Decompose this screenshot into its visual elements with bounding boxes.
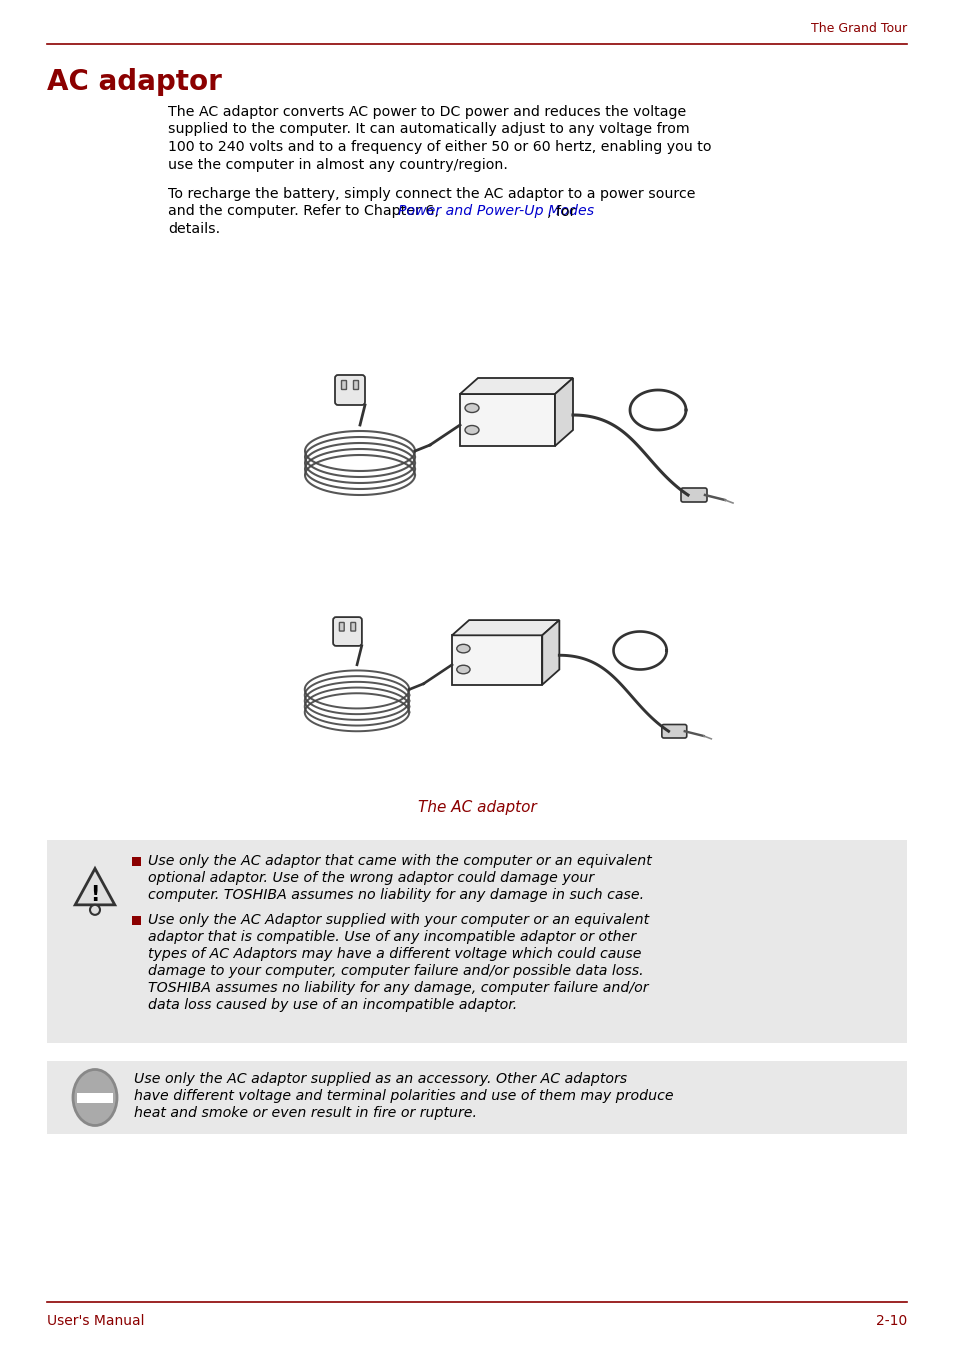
- FancyBboxPatch shape: [333, 617, 361, 646]
- Text: Use only the AC adaptor supplied as an accessory. Other AC adaptors: Use only the AC adaptor supplied as an a…: [133, 1071, 626, 1086]
- FancyBboxPatch shape: [47, 840, 906, 1043]
- FancyBboxPatch shape: [335, 376, 365, 405]
- Text: User's Manual: User's Manual: [47, 1315, 144, 1328]
- Ellipse shape: [73, 1070, 117, 1125]
- Text: optional adaptor. Use of the wrong adaptor could damage your: optional adaptor. Use of the wrong adapt…: [148, 871, 594, 885]
- Text: and the computer. Refer to Chapter 6,: and the computer. Refer to Chapter 6,: [168, 204, 443, 219]
- Text: AC adaptor: AC adaptor: [47, 68, 222, 96]
- Text: Use only the AC adaptor that came with the computer or an equivalent: Use only the AC adaptor that came with t…: [148, 854, 651, 867]
- Text: use the computer in almost any country/region.: use the computer in almost any country/r…: [168, 158, 507, 172]
- Text: have different voltage and terminal polarities and use of them may produce: have different voltage and terminal pola…: [133, 1089, 673, 1102]
- Ellipse shape: [464, 404, 478, 412]
- Text: Use only the AC Adaptor supplied with your computer or an equivalent: Use only the AC Adaptor supplied with yo…: [148, 913, 648, 927]
- Bar: [132, 857, 141, 866]
- Bar: [77, 1093, 112, 1102]
- Polygon shape: [75, 869, 114, 905]
- Text: damage to your computer, computer failure and/or possible data loss.: damage to your computer, computer failur…: [148, 965, 643, 978]
- Polygon shape: [452, 620, 558, 635]
- Text: , for: , for: [546, 204, 575, 219]
- FancyBboxPatch shape: [47, 1061, 906, 1133]
- Text: data loss caused by use of an incompatible adaptor.: data loss caused by use of an incompatib…: [148, 998, 517, 1012]
- Text: TOSHIBA assumes no liability for any damage, computer failure and/or: TOSHIBA assumes no liability for any dam…: [148, 981, 648, 994]
- FancyBboxPatch shape: [452, 635, 541, 685]
- Text: The AC adaptor: The AC adaptor: [417, 800, 536, 815]
- FancyBboxPatch shape: [339, 623, 344, 631]
- Bar: [132, 916, 141, 925]
- Text: The Grand Tour: The Grand Tour: [810, 22, 906, 35]
- FancyBboxPatch shape: [351, 623, 355, 631]
- FancyBboxPatch shape: [354, 381, 358, 389]
- Text: computer. TOSHIBA assumes no liability for any damage in such case.: computer. TOSHIBA assumes no liability f…: [148, 888, 643, 902]
- Polygon shape: [541, 620, 558, 685]
- Ellipse shape: [456, 644, 470, 653]
- Text: 2-10: 2-10: [875, 1315, 906, 1328]
- Text: The AC adaptor converts AC power to DC power and reduces the voltage: The AC adaptor converts AC power to DC p…: [168, 105, 685, 119]
- Polygon shape: [459, 378, 573, 394]
- FancyBboxPatch shape: [680, 488, 706, 503]
- Ellipse shape: [464, 426, 478, 435]
- FancyBboxPatch shape: [459, 394, 555, 446]
- FancyBboxPatch shape: [661, 724, 686, 738]
- Text: heat and smoke or even result in fire or rupture.: heat and smoke or even result in fire or…: [133, 1106, 476, 1120]
- Text: types of AC Adaptors may have a different voltage which could cause: types of AC Adaptors may have a differen…: [148, 947, 640, 961]
- Text: details.: details.: [168, 222, 220, 236]
- Circle shape: [90, 905, 100, 915]
- FancyBboxPatch shape: [341, 381, 346, 389]
- Text: Power and Power-Up Modes: Power and Power-Up Modes: [397, 204, 594, 219]
- Text: To recharge the battery, simply connect the AC adaptor to a power source: To recharge the battery, simply connect …: [168, 186, 695, 201]
- Ellipse shape: [456, 665, 470, 674]
- Text: supplied to the computer. It can automatically adjust to any voltage from: supplied to the computer. It can automat…: [168, 123, 689, 136]
- Polygon shape: [555, 378, 573, 446]
- Text: 100 to 240 volts and to a frequency of either 50 or 60 hertz, enabling you to: 100 to 240 volts and to a frequency of e…: [168, 141, 711, 154]
- Text: !: !: [91, 885, 99, 905]
- Text: adaptor that is compatible. Use of any incompatible adaptor or other: adaptor that is compatible. Use of any i…: [148, 929, 636, 944]
